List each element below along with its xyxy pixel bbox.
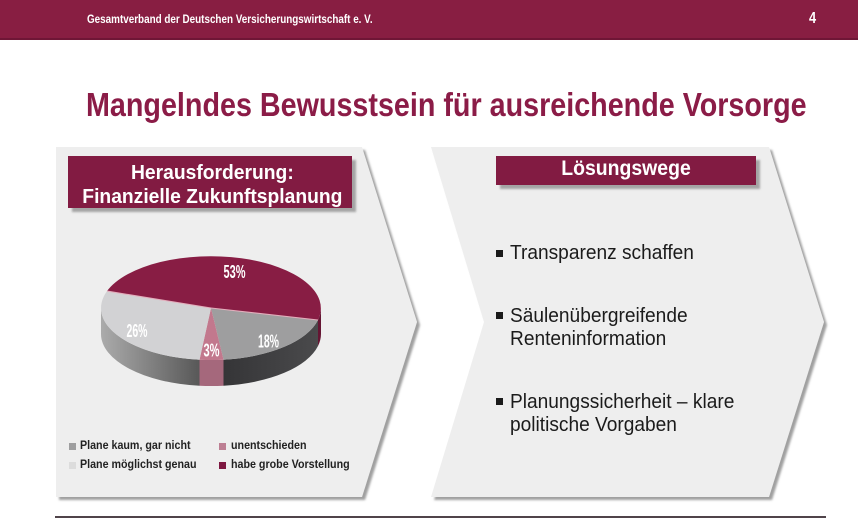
svg-text:26%: 26% [127, 321, 148, 341]
svg-text:53%: 53% [224, 262, 246, 282]
svg-text:18%: 18% [258, 332, 279, 352]
svg-text:3%: 3% [204, 341, 220, 361]
